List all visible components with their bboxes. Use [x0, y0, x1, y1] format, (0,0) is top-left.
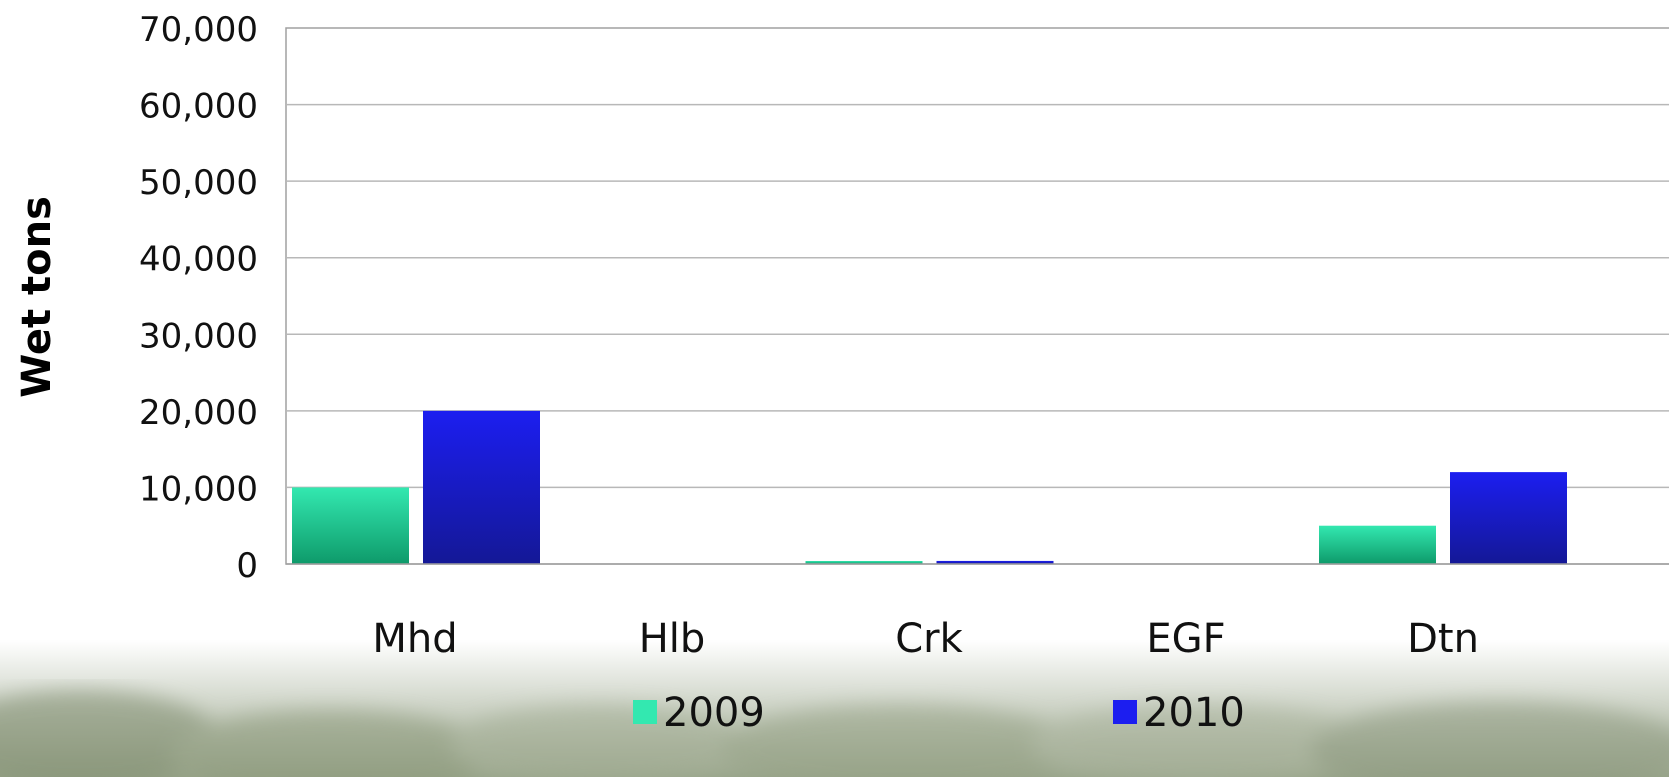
- bar-2010-mhd: [423, 410, 540, 564]
- x-tick-label: Mhd: [372, 616, 457, 662]
- legend-swatch-2009: [633, 700, 657, 724]
- bar-2010-hlb: [936, 560, 1054, 564]
- y-tick-label: 10,000: [139, 469, 258, 509]
- axes: 0 10,000 20,000 30,000 40,000 50,000 60,000 70,…: [139, 10, 1669, 662]
- x-tick-label: EGF: [1146, 616, 1225, 662]
- legend-swatch-2010: [1113, 700, 1137, 724]
- x-tick-label: Dtn: [1407, 616, 1479, 662]
- x-tick-label: Crk: [895, 616, 963, 662]
- legend-label-2009: 2009: [663, 690, 765, 736]
- bar-2009-crk: [1319, 525, 1436, 564]
- y-tick-label: 50,000: [139, 163, 258, 203]
- bar-2009-hlb: [805, 561, 923, 564]
- bar-2010-crk: [1450, 472, 1567, 564]
- bars: [292, 410, 1567, 564]
- bar-2009-mhd: [292, 487, 409, 564]
- y-tick-label: 60,000: [139, 87, 258, 127]
- y-tick-label: 70,000: [139, 10, 258, 50]
- y-tick-label: 40,000: [139, 240, 258, 280]
- y-tick-label: 30,000: [139, 316, 258, 356]
- y-axis-label: Wet tons: [14, 196, 60, 398]
- y-tick-label: 20,000: [139, 393, 258, 433]
- y-tick-label: 0: [236, 546, 258, 586]
- legend-label-2010: 2010: [1143, 690, 1245, 736]
- x-tick-label: Hlb: [639, 616, 706, 662]
- legend: 2009 2010: [633, 690, 1245, 736]
